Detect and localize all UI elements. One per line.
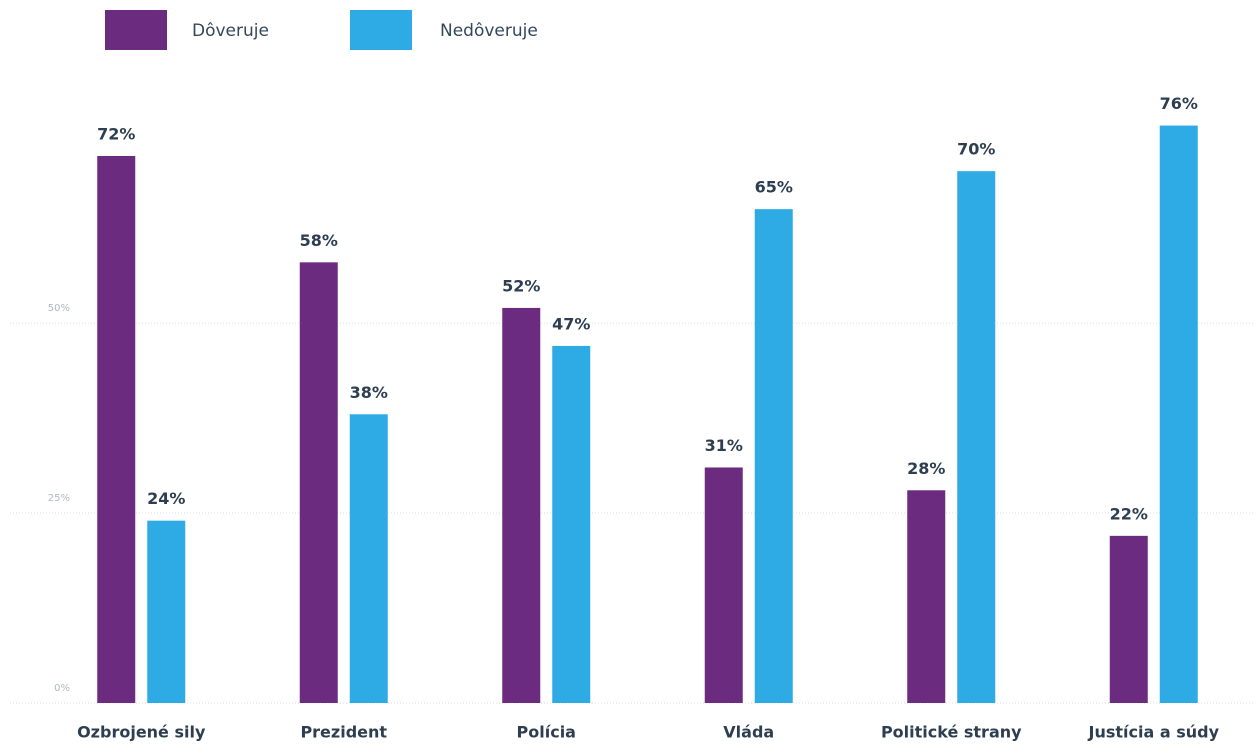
data-label: 52% (502, 276, 540, 295)
bar (1109, 535, 1148, 703)
bar (552, 345, 591, 703)
x-tick-label: Politické strany (881, 723, 1022, 742)
x-tick-label: Vláda (723, 723, 774, 742)
data-label: 31% (705, 436, 743, 455)
x-tick-label: Polícia (517, 723, 576, 742)
bar (502, 307, 541, 703)
legend-swatch (105, 10, 167, 50)
bar (147, 520, 186, 703)
data-label: 24% (147, 489, 185, 508)
y-tick-label: 50% (48, 303, 70, 314)
bar (299, 262, 338, 703)
bar (957, 171, 996, 704)
data-label: 38% (350, 383, 388, 402)
data-label: 70% (957, 140, 995, 159)
bar (97, 155, 136, 704)
bar (754, 209, 793, 703)
y-tick-label: 0% (54, 683, 70, 694)
x-tick-label: Prezident (300, 723, 387, 742)
data-label: 28% (907, 459, 945, 478)
data-label: 47% (552, 314, 590, 333)
x-tick-label: Ozbrojené sily (77, 723, 206, 742)
y-tick-label: 25% (48, 493, 70, 504)
bar (349, 414, 388, 703)
data-label: 65% (755, 178, 793, 197)
legend-swatch (350, 10, 412, 50)
legend-label: Nedôveruje (440, 21, 538, 41)
x-tick-label: Justícia a súdy (1088, 723, 1220, 742)
data-label: 76% (1160, 94, 1198, 113)
bar (704, 467, 743, 703)
data-label: 72% (97, 124, 135, 143)
legend-label: Dôveruje (192, 21, 269, 41)
bar (1159, 125, 1198, 703)
bar (907, 490, 946, 703)
data-label: 22% (1110, 504, 1148, 523)
data-label: 58% (300, 231, 338, 250)
